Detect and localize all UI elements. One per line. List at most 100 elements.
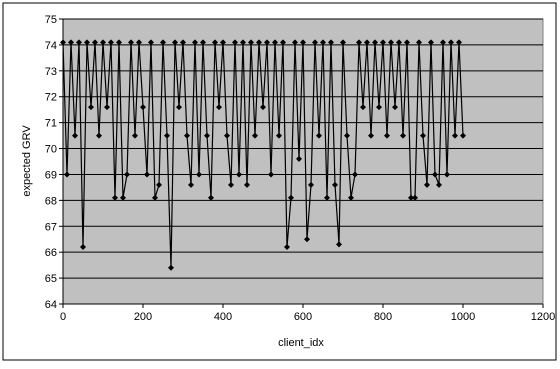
x-tick-label: 1200: [531, 311, 555, 323]
data-point: [416, 39, 422, 46]
data-point: [256, 39, 262, 46]
data-point: [324, 194, 330, 201]
data-point: [240, 39, 246, 46]
y-tick-label: 68: [45, 195, 57, 207]
data-point: [260, 104, 266, 111]
data-point: [116, 39, 122, 46]
x-tick-label: 200: [134, 311, 152, 323]
y-tick-label: 69: [45, 169, 57, 181]
data-point: [368, 132, 374, 139]
data-point: [124, 171, 130, 178]
x-axis-label: client_idx: [278, 337, 324, 349]
data-point: [328, 39, 334, 46]
data-point: [72, 132, 78, 139]
data-point: [144, 171, 150, 178]
data-point: [268, 171, 274, 178]
data-point: [288, 194, 294, 201]
data-point: [440, 39, 446, 46]
data-point: [424, 181, 430, 188]
data-point: [212, 39, 218, 46]
data-point: [356, 39, 362, 46]
data-point: [224, 132, 230, 139]
data-point: [436, 181, 442, 188]
data-point: [276, 132, 282, 139]
data-point: [128, 39, 134, 46]
data-point: [152, 194, 158, 201]
data-point: [280, 39, 286, 46]
data-point: [296, 155, 302, 162]
data-point: [460, 132, 466, 139]
data-point: [392, 104, 398, 111]
data-point: [412, 194, 418, 201]
data-point: [360, 104, 366, 111]
y-tick-label: 65: [45, 273, 57, 285]
data-point: [76, 39, 82, 46]
data-point: [68, 39, 74, 46]
data-point: [448, 39, 454, 46]
data-point: [172, 39, 178, 46]
data-point: [196, 171, 202, 178]
data-point: [384, 132, 390, 139]
y-tick-label: 67: [45, 221, 57, 233]
data-point: [292, 39, 298, 46]
data-point: [304, 236, 310, 243]
data-point: [344, 132, 350, 139]
data-point: [456, 39, 462, 46]
data-point: [208, 194, 214, 201]
data-point: [104, 104, 110, 111]
data-point: [300, 39, 306, 46]
data-point: [308, 181, 314, 188]
data-point: [364, 39, 370, 46]
data-point: [100, 39, 106, 46]
y-tick-label: 74: [45, 40, 57, 52]
data-point: [348, 194, 354, 201]
data-point: [404, 39, 410, 46]
y-tick-label: 64: [45, 299, 57, 311]
data-point: [332, 181, 338, 188]
data-point: [220, 39, 226, 46]
data-point: [380, 39, 386, 46]
data-point: [340, 39, 346, 46]
x-tick-label: 800: [374, 311, 392, 323]
y-tick-label: 66: [45, 247, 57, 259]
x-tick-label: 1000: [451, 311, 475, 323]
data-point: [376, 104, 382, 111]
data-point: [428, 39, 434, 46]
data-point: [184, 132, 190, 139]
data-point: [228, 181, 234, 188]
data-point: [188, 181, 194, 188]
data-point: [388, 39, 394, 46]
data-point: [88, 104, 94, 111]
data-point: [248, 39, 254, 46]
data-point: [244, 181, 250, 188]
data-point: [192, 39, 198, 46]
data-point: [396, 39, 402, 46]
data-point: [336, 241, 342, 248]
data-point: [264, 39, 270, 46]
data-point: [108, 39, 114, 46]
data-point: [160, 39, 166, 46]
data-point: [168, 264, 174, 271]
data-point: [452, 132, 458, 139]
data-point: [96, 132, 102, 139]
y-tick-label: 71: [45, 118, 57, 130]
data-point: [164, 132, 170, 139]
y-axis-label: expected GRV: [21, 125, 33, 197]
x-tick-label: 600: [294, 311, 312, 323]
data-point: [84, 39, 90, 46]
data-point: [80, 244, 86, 250]
data-point: [252, 132, 258, 139]
data-point: [320, 39, 326, 46]
data-point: [120, 194, 126, 201]
data-point: [272, 39, 278, 46]
data-point: [112, 194, 118, 201]
data-point: [92, 39, 98, 46]
data-point: [60, 39, 66, 46]
data-point: [176, 104, 182, 111]
data-point: [444, 171, 450, 178]
y-tick-label: 75: [45, 14, 57, 26]
data-point: [232, 39, 238, 46]
data-point: [408, 194, 414, 201]
y-tick-label: 70: [45, 144, 57, 156]
